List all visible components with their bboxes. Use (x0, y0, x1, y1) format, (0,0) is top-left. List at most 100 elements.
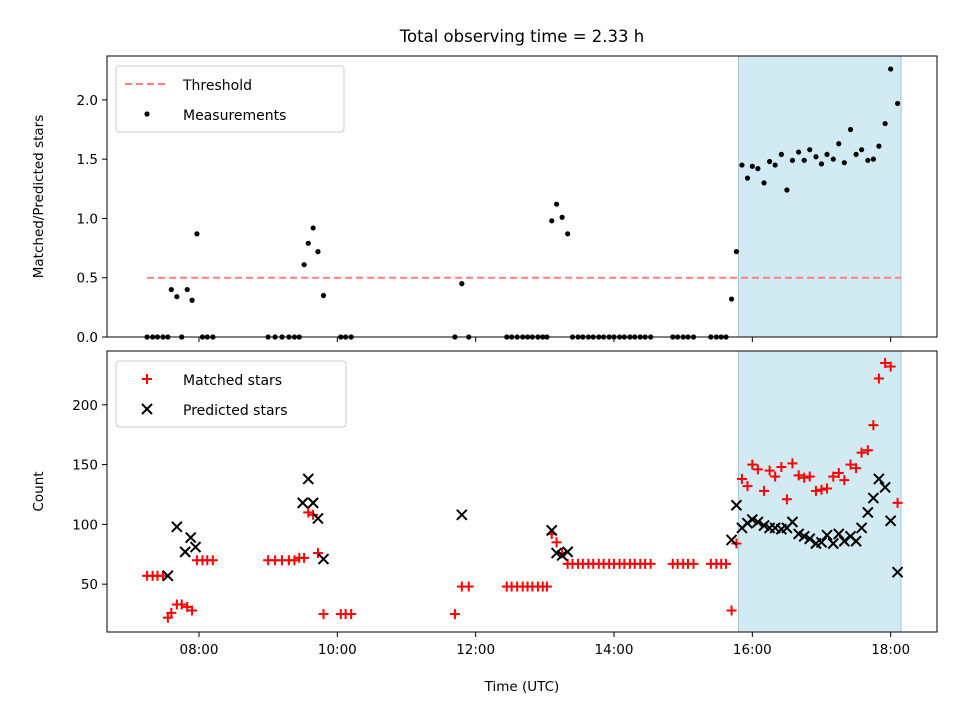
matched-star-point (839, 475, 850, 486)
matched-star-point (166, 607, 177, 618)
predicted-stars-points (162, 473, 904, 582)
predicted-star-point (821, 529, 833, 541)
matched-star-point (747, 459, 758, 470)
measurement-point (789, 157, 796, 163)
measurement-point (733, 249, 740, 255)
predicted-star-point (850, 535, 862, 547)
measurement-point (310, 225, 316, 231)
matched-star-point (449, 609, 460, 620)
x-tick-label: 12:00 (456, 642, 495, 658)
predicted-star-point (838, 535, 851, 547)
predicted-star-point (730, 499, 743, 511)
matched-star-point (781, 494, 792, 505)
y-tick-label: 150 (72, 458, 98, 474)
top-legend: Threshold Measurements (115, 65, 345, 133)
legend-predicted-label: Predicted stars (183, 403, 288, 419)
predicted-star-point (189, 541, 202, 553)
x-axis-label: Time (UTC) (484, 679, 560, 695)
predicted-star-point (786, 516, 799, 528)
predicted-star-point (561, 546, 574, 558)
measurement-point (818, 161, 825, 167)
matched-stars-points (142, 357, 903, 623)
measurement-point (865, 157, 871, 163)
predicted-star-point (827, 537, 839, 550)
matched-star-point (303, 507, 314, 518)
legend-threshold-label: Threshold (182, 78, 252, 94)
predicted-star-point (752, 516, 764, 528)
matched-star-point (299, 552, 310, 563)
legend-measurements-label: Measurements (183, 108, 286, 124)
matched-star-point (804, 471, 815, 482)
predicted-star-point (312, 512, 324, 525)
matched-star-point (856, 447, 867, 458)
matched-star-point (776, 461, 787, 472)
matched-star-point (880, 357, 891, 368)
bottom-y-axis-label: Count (31, 471, 47, 511)
matched-star-point (176, 599, 187, 610)
predicted-star-point (804, 533, 816, 545)
measurement-point (168, 286, 174, 293)
measurement-point (836, 141, 842, 147)
matched-star-point (799, 472, 810, 483)
x-tick-label: 18:00 (871, 642, 910, 658)
matched-star-point (845, 459, 856, 470)
predicted-star-point (179, 546, 191, 558)
legend-plus-marker (142, 374, 152, 384)
bottom-plot-frame (106, 350, 938, 633)
matched-star-point (770, 471, 781, 482)
matched-star-point (759, 485, 770, 496)
x-tick-label: 10:00 (318, 642, 357, 658)
matched-star-point (721, 558, 732, 569)
matched-star-point (828, 471, 839, 482)
x-tick-label: 08:00 (180, 642, 219, 658)
y-tick-label: 1.5 (77, 152, 98, 168)
legend-matched-swatch (142, 374, 152, 384)
matched-star-point (158, 570, 169, 581)
measurement-point (459, 281, 465, 287)
measurement-point (739, 162, 745, 168)
predicted-star-point (456, 509, 468, 521)
matched-star-point (318, 609, 329, 620)
measurement-point (882, 120, 888, 127)
matched-star-point (885, 361, 896, 372)
top-axis-ticks: 0.0 0.5 1.0 1.5 2.0 (77, 93, 892, 346)
matched-star-point (752, 464, 763, 475)
matched-star-point (742, 481, 753, 492)
matched-star-point (312, 548, 323, 559)
measurement-point (301, 262, 307, 268)
highlight-band (737, 55, 902, 338)
matched-star-point (851, 463, 862, 474)
measurement-point (801, 157, 807, 163)
measurement-point (755, 166, 761, 172)
measurement-point (767, 158, 773, 165)
legend-measurements-swatch (144, 111, 150, 117)
predicted-star-point (725, 534, 738, 546)
matched-star-point (551, 537, 562, 548)
x-tick-label: 14:00 (595, 642, 634, 658)
measurement-point (749, 163, 755, 169)
matched-star-point (187, 605, 198, 616)
matched-star-point (816, 484, 827, 495)
measurement-point (305, 240, 311, 246)
measurement-point (315, 249, 321, 255)
measurement-point (772, 162, 778, 168)
measurement-point (784, 187, 790, 193)
matched-star-point (793, 470, 804, 481)
measurement-point (778, 151, 784, 158)
predicted-star-point (556, 549, 568, 562)
bottom-panel: 50 100 150 200 08:00 10:00 12:00 14:00 16:00 18:0… (31, 350, 938, 695)
measurement-point (761, 180, 767, 186)
matched-star-point (764, 465, 775, 476)
measurement-point (807, 147, 813, 153)
predicted-star-point (184, 531, 197, 544)
matched-star-point (873, 373, 884, 384)
matched-star-point (868, 420, 879, 431)
measurement-point (870, 156, 876, 162)
matched-star-point (688, 558, 699, 569)
predicted-star-point (171, 521, 183, 533)
matched-star-point (787, 458, 798, 469)
measurement-point (847, 126, 854, 133)
measurement-point (320, 292, 327, 299)
y-tick-label: 2.0 (77, 93, 98, 109)
